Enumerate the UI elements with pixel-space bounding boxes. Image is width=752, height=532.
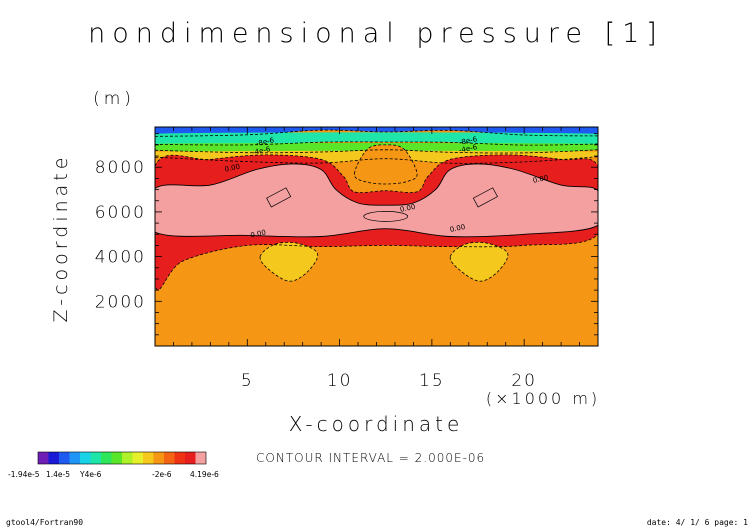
colorbar-swatch	[143, 452, 154, 464]
contour-lines	[155, 129, 598, 291]
colorbar-swatch	[38, 452, 49, 464]
x-tick-label: 20	[511, 371, 537, 391]
colorbar: -1.94e-5 1.4e-5 Y4e-6 -2e-6 4.19e-6	[8, 451, 219, 479]
x-axis-unit: (×1000 m)	[486, 389, 600, 408]
contour-label: -4e-6	[458, 143, 478, 155]
region-green-blob	[449, 241, 509, 282]
contour-line-top	[155, 141, 598, 146]
colorbar-label: 4.19e-6	[190, 470, 219, 479]
colorbar-swatch	[164, 452, 175, 464]
colorbar-swatch	[69, 452, 81, 464]
contour-labels: -8e-6-4e-60.00-8e-6-4e-60.000.000.000.00	[224, 135, 549, 239]
footer-right: date: 4/ 1/ 6 page: 1	[647, 518, 748, 527]
axis-ticks	[155, 127, 598, 346]
contour-label: 0.00	[399, 203, 416, 214]
colorbar-swatch	[101, 452, 112, 464]
colorbar-swatch	[153, 452, 165, 464]
contour-line-zero	[155, 163, 598, 238]
colorbar-swatch	[132, 452, 144, 464]
x-tick-label: 15	[419, 371, 445, 391]
region-yellow-dome	[354, 144, 418, 184]
contour-label: -8e-6	[458, 135, 478, 147]
colorbar-swatch	[48, 452, 60, 464]
contour-label: 0.00	[224, 163, 241, 174]
colorbar-label: -1.94e-5	[8, 470, 40, 479]
colorbar-label: 1.4e-5	[46, 470, 70, 479]
contour-line-top	[155, 156, 598, 164]
y-axis-label: Z-coordinate	[50, 154, 72, 323]
colorbar-swatch	[195, 452, 207, 464]
y-tick-label: 8000	[95, 158, 146, 178]
colorbar-swatch	[111, 452, 123, 464]
region-green-blob	[259, 241, 319, 282]
contour-line-top	[155, 149, 598, 154]
colorbar-frame	[37, 451, 207, 465]
colorbar-swatch	[90, 452, 102, 464]
contour-label: 0.00	[449, 223, 466, 234]
colorbar-swatch	[122, 452, 133, 464]
contour-fill	[155, 127, 598, 346]
x-axis-label: X-coordinate	[289, 412, 464, 436]
contour-label: 0.00	[250, 229, 267, 240]
contour-interval-text: CONTOUR INTERVAL = 2.000E-06	[256, 451, 485, 465]
y-tick-label: 2000	[95, 292, 146, 312]
region-pink-core	[266, 187, 292, 208]
y-tick-label: 6000	[95, 203, 146, 223]
region-top-layer	[155, 132, 598, 146]
x-tick-label: 10	[327, 371, 353, 391]
colorbar-label: Y4e-6	[79, 470, 102, 479]
contour-line-dome	[353, 144, 418, 185]
colorbar-label: -2e-6	[152, 470, 172, 479]
colorbar-swatch	[80, 452, 91, 464]
region-pink-core	[472, 187, 498, 208]
colorbar-swatch	[174, 452, 186, 464]
y-axis-unit: (m)	[93, 89, 135, 109]
colorbar-swatch	[59, 452, 70, 464]
contour-label: -8e-6	[255, 136, 275, 148]
y-tick-label: 4000	[95, 248, 146, 268]
contour-label: 0.00	[532, 174, 549, 185]
footer-left: gtool4/Fortran90	[6, 518, 83, 527]
chart-title: nondimensional pressure [1]	[88, 18, 664, 49]
colorbar-swatch	[185, 452, 196, 464]
region-center-lens	[363, 211, 409, 222]
contour-label: -4e-6	[252, 145, 272, 157]
x-tick-label: 5	[241, 371, 254, 391]
contour-line-top	[155, 129, 598, 137]
tick-labels: 5 10 15 20 2000 4000 6000 8000	[95, 158, 537, 391]
